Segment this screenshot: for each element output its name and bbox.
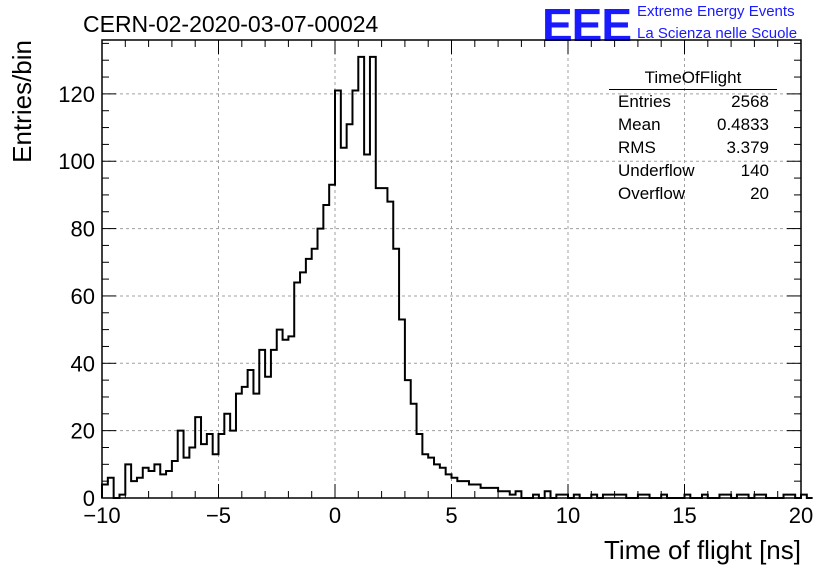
- stats-label: Underflow: [618, 161, 695, 180]
- stats-row-mean: Mean 0.4833: [609, 113, 777, 136]
- stats-value: 3.379: [726, 138, 769, 157]
- stats-title: TimeOfFlight: [609, 68, 777, 90]
- stats-box: TimeOfFlight Entries 2568 Mean 0.4833 RM…: [609, 68, 777, 205]
- stats-label: RMS: [618, 138, 656, 157]
- y-tick-label: 120: [58, 82, 95, 107]
- x-tick-label: −10: [83, 503, 120, 528]
- y-tick-label: 40: [71, 351, 95, 376]
- stats-row-underflow: Underflow 140: [609, 159, 777, 182]
- x-tick-label: −5: [206, 503, 231, 528]
- logo-subtitle-line2: La Scienza nelle Scuole: [637, 25, 798, 42]
- x-tick-label: 10: [556, 503, 580, 528]
- stats-value: 0.4833: [717, 115, 769, 134]
- logo-subtitle-line1: Extreme Energy Events: [637, 3, 795, 20]
- stats-row-rms: RMS 3.379: [609, 136, 777, 159]
- y-tick-label: 20: [71, 419, 95, 444]
- y-tick-label: 60: [71, 284, 95, 309]
- x-tick-label: 20: [789, 503, 813, 528]
- stats-label: Mean: [618, 115, 661, 134]
- y-axis-label: Entries/bin: [7, 40, 37, 163]
- x-tick-label: 5: [445, 503, 457, 528]
- x-axis-label: Time of flight [ns]: [604, 535, 801, 565]
- stats-value: 2568: [731, 92, 769, 111]
- run-title: CERN-02-2020-03-07-00024: [83, 11, 379, 37]
- x-tick-label: 15: [672, 503, 696, 528]
- x-tick-label: 0: [329, 503, 341, 528]
- y-tick-label: 0: [83, 486, 95, 511]
- stats-label: Overflow: [618, 184, 686, 203]
- y-tick-label: 80: [71, 217, 95, 242]
- stats-row-entries: Entries 2568: [609, 90, 777, 113]
- stats-label: Entries: [618, 92, 671, 111]
- y-tick-label: 100: [58, 149, 95, 174]
- stats-row-overflow: Overflow 20: [609, 182, 777, 205]
- stats-value: 20: [750, 184, 769, 203]
- stats-value: 140: [740, 161, 769, 180]
- eee-logo: EEE: [542, 0, 632, 51]
